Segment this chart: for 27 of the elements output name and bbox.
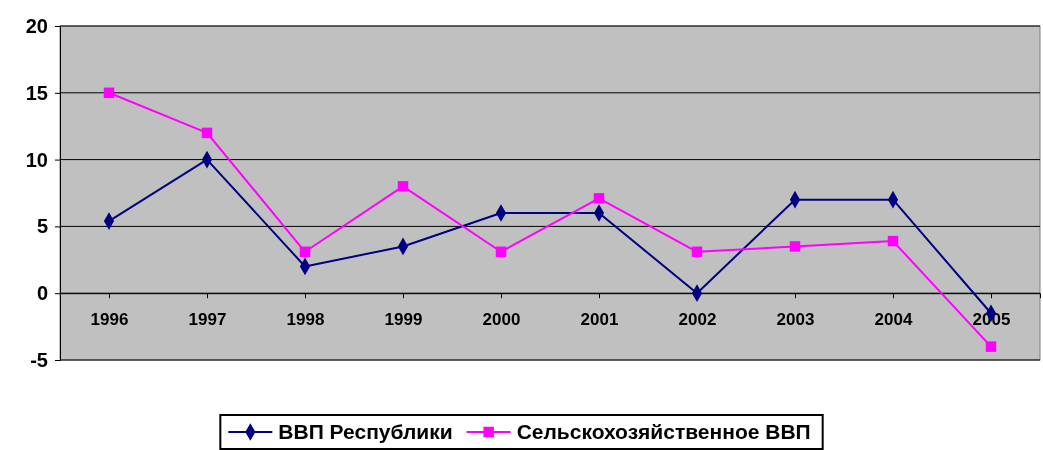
point <box>887 235 899 247</box>
x-tick-label: 2003 <box>776 310 815 329</box>
point <box>201 127 213 139</box>
x-tick-label: 2004 <box>874 310 913 329</box>
point <box>397 181 409 192</box>
y-tick-label: 5 <box>36 215 48 238</box>
x-tick-label: 1997 <box>188 310 227 329</box>
point <box>985 341 997 352</box>
point <box>789 241 801 252</box>
point <box>495 246 507 258</box>
legend-label: Сельскохозяйственное ВВП <box>516 420 811 443</box>
legend-label: ВВП Республики <box>278 420 453 443</box>
y-tick-label: -5 <box>30 348 48 371</box>
x-tick-label: 1996 <box>90 310 129 329</box>
x-tick-label: 2000 <box>482 310 521 329</box>
point <box>691 246 703 258</box>
x-tick-label: 1998 <box>286 310 325 329</box>
point <box>593 193 605 204</box>
point <box>299 246 311 258</box>
y-tick-label: 0 <box>36 282 48 305</box>
x-tick-label: 1999 <box>384 310 423 329</box>
y-tick-label: 20 <box>25 14 48 37</box>
y-tick-label: 10 <box>25 148 48 171</box>
x-tick-label: 2001 <box>580 310 619 329</box>
x-tick-label: 2002 <box>678 310 717 329</box>
y-tick-label: 15 <box>25 81 48 104</box>
point <box>103 87 115 99</box>
